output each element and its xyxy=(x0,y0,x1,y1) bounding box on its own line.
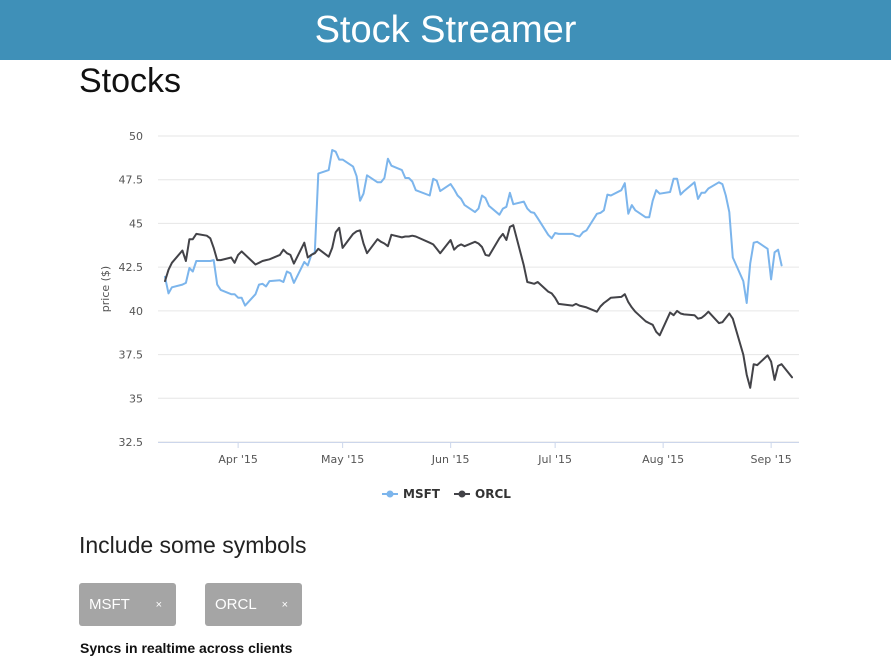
x-tick-label: Aug '15 xyxy=(642,453,684,466)
x-tick-label: Jul '15 xyxy=(537,453,572,466)
symbol-chip-label: ORCL xyxy=(215,596,257,613)
legend-item-orcl[interactable]: ORCL xyxy=(454,487,511,501)
symbol-chip-label: MSFT xyxy=(89,596,130,613)
symbols-heading: Include some symbols xyxy=(79,532,307,558)
y-axis: 32.5 35 37.5 40 42.5 45 47.5 50 xyxy=(119,130,144,449)
x-tick-label: Sep '15 xyxy=(751,453,792,466)
chart-grid xyxy=(158,135,799,443)
legend-marker xyxy=(386,490,394,498)
y-tick-label: 42.5 xyxy=(119,261,144,274)
y-tick-label: 32.5 xyxy=(119,436,144,449)
app-title: Stock Streamer xyxy=(314,9,577,51)
realtime-sync-note: Syncs in realtime across clients xyxy=(80,640,293,656)
x-tick-label: Jun '15 xyxy=(431,453,470,466)
stock-chart[interactable]: 32.5 35 37.5 40 42.5 45 47.5 50 Apr '15 May '15 J… xyxy=(90,120,810,515)
remove-icon[interactable]: × xyxy=(281,599,288,611)
legend-marker xyxy=(458,490,466,498)
y-tick-label: 35 xyxy=(129,392,143,405)
series-line-orcl[interactable] xyxy=(164,224,793,389)
chart-legend[interactable]: MSFT ORCL xyxy=(382,487,511,501)
series-line-msft[interactable] xyxy=(164,149,783,307)
x-tick-label: May '15 xyxy=(321,453,364,466)
y-tick-label: 50 xyxy=(129,130,143,143)
y-tick-label: 47.5 xyxy=(119,174,144,187)
x-tick-label: Apr '15 xyxy=(218,453,258,466)
y-tick-label: 45 xyxy=(129,217,143,230)
legend-item-msft[interactable]: MSFT xyxy=(382,487,441,501)
legend-label: ORCL xyxy=(475,487,511,501)
y-axis-title: price ($) xyxy=(99,266,112,312)
stocks-heading: Stocks xyxy=(79,62,182,100)
chart-series[interactable] xyxy=(164,149,793,389)
legend-label: MSFT xyxy=(403,487,441,501)
stock-chart-svg[interactable]: 32.5 35 37.5 40 42.5 45 47.5 50 Apr '15 May '15 J… xyxy=(90,120,810,515)
x-axis: Apr '15 May '15 Jun '15 Jul '15 Aug '15 Sep '… xyxy=(158,442,799,466)
symbol-chip-msft[interactable]: MSFT × xyxy=(79,583,176,626)
y-tick-label: 37.5 xyxy=(119,349,144,362)
symbol-chip-orcl[interactable]: ORCL × xyxy=(205,583,302,626)
y-tick-label: 40 xyxy=(129,305,143,318)
remove-icon[interactable]: × xyxy=(155,599,162,611)
app-header: Stock Streamer xyxy=(0,0,891,60)
